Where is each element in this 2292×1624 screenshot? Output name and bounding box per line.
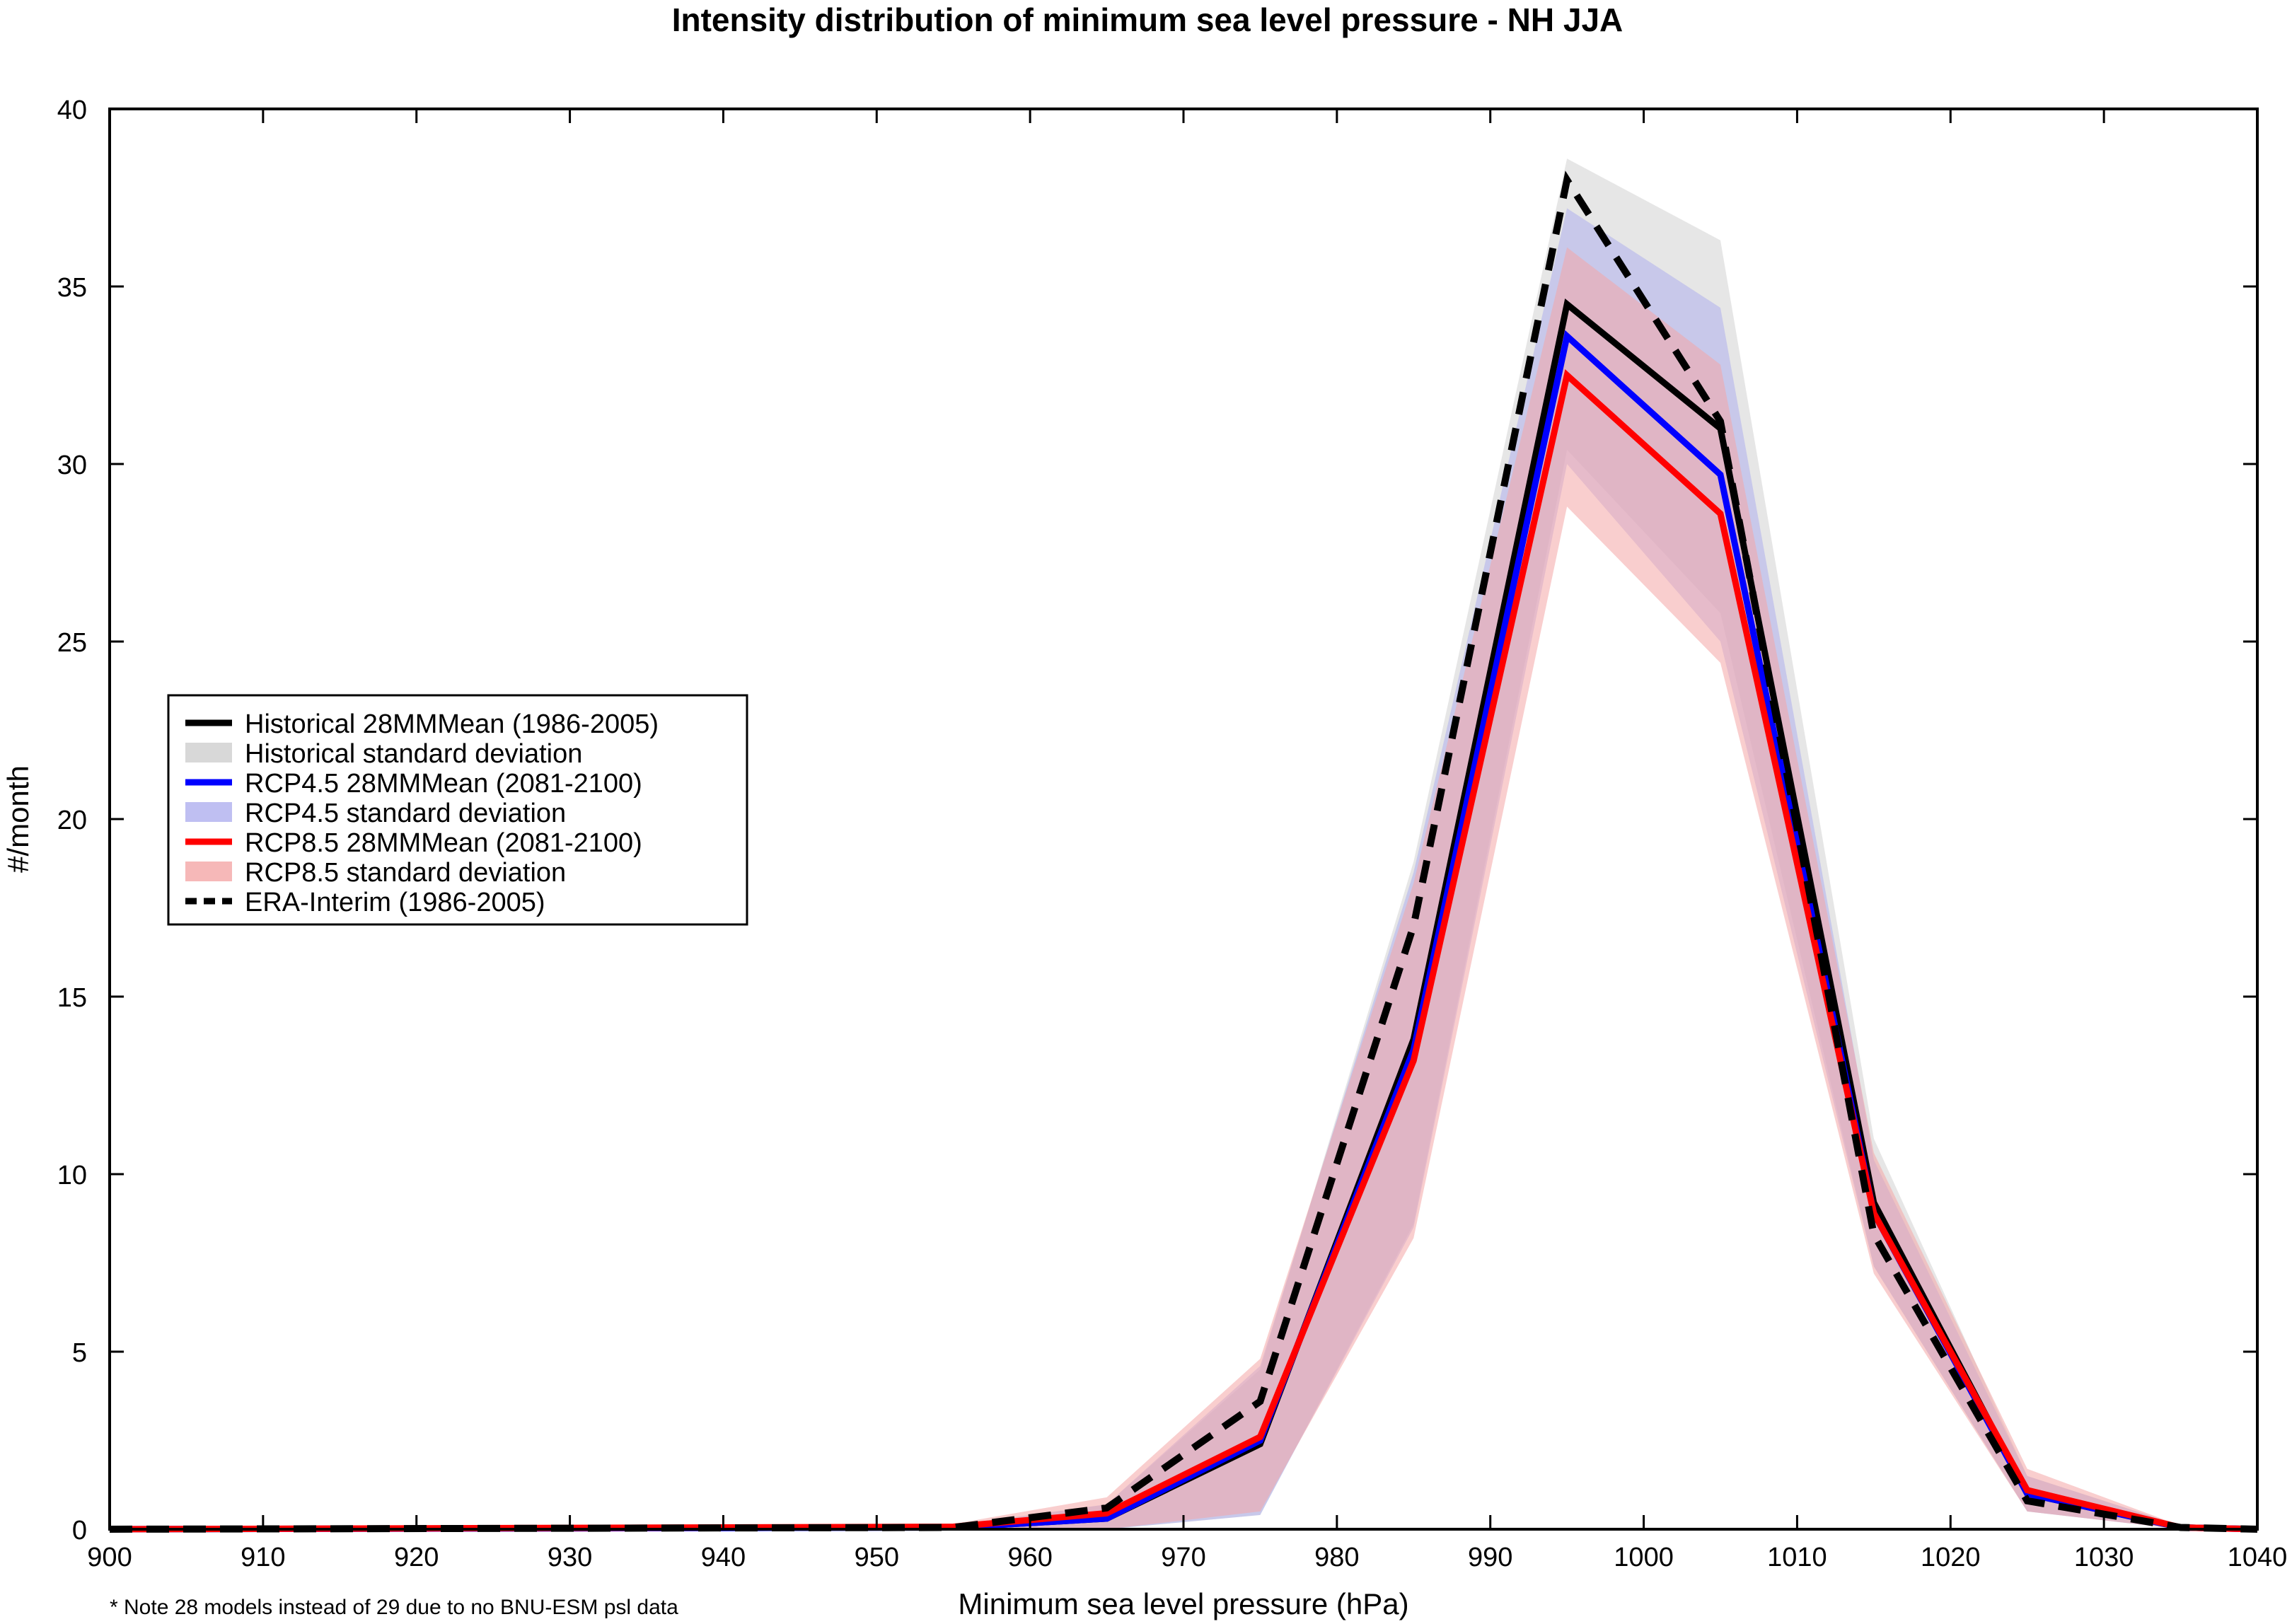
footnote: * Note 28 models instead of 29 due to no…: [110, 1596, 678, 1619]
legend-label: Historical standard deviation: [245, 739, 582, 769]
x-axis-label: Minimum sea level pressure (hPa): [958, 1587, 1408, 1620]
x-tick-label: 1030: [2074, 1543, 2134, 1572]
x-tick-label: 930: [548, 1543, 592, 1572]
x-tick-label: 1010: [1767, 1543, 1827, 1572]
legend-swatch: [185, 802, 232, 822]
x-tick-label: 990: [1468, 1543, 1512, 1572]
x-tick-label: 910: [241, 1543, 285, 1572]
legend-box: [167, 694, 748, 926]
x-tick-label: 940: [701, 1543, 746, 1572]
x-tick-label: 1000: [1614, 1543, 1674, 1572]
x-tick-label: 970: [1161, 1543, 1205, 1572]
legend-label: RCP8.5 standard deviation: [245, 858, 566, 888]
chart-title: Intensity distribution of minimum sea le…: [672, 1, 1624, 38]
legend-swatch: [185, 862, 232, 881]
y-axis-ticks: 0 5 10 15 20 25 30 35 40: [57, 95, 2257, 1545]
x-tick-label: 1040: [2228, 1543, 2288, 1572]
legend-label: RCP4.5 28MMMean (2081-2100): [245, 769, 642, 799]
x-tick-label: 960: [1007, 1543, 1052, 1572]
band-rcp8-5-standard-deviation: [110, 247, 2257, 1529]
line-rcp8-5-28mmmean-2081-2100: [109, 369, 2258, 1533]
x-tick-label: 980: [1314, 1543, 1359, 1572]
x-axis-ticks: 900 910 920 930 940 950 960 970 980 990 1000 1010 10…: [87, 109, 2287, 1572]
x-tick-label: 950: [855, 1543, 899, 1572]
y-tick-label: 5: [72, 1338, 87, 1368]
y-tick-label: 25: [57, 628, 87, 658]
y-tick-label: 10: [57, 1161, 87, 1190]
legend-label: RCP4.5 standard deviation: [245, 799, 566, 828]
y-tick-label: 15: [57, 983, 87, 1013]
series-lines: [109, 170, 2258, 1533]
y-tick-label: 30: [57, 451, 87, 480]
std-deviation-bands: [110, 158, 2257, 1529]
x-tick-label: 1020: [1921, 1543, 1981, 1572]
legend-label: RCP8.5 28MMMean (2081-2100): [245, 828, 642, 858]
legend-label: Historical 28MMMean (1986-2005): [245, 709, 659, 739]
y-tick-label: 20: [57, 806, 87, 835]
x-tick-label: 900: [87, 1543, 132, 1572]
legend-label: ERA-Interim (1986-2005): [245, 888, 545, 917]
y-tick-label: 0: [72, 1516, 87, 1545]
legend: Historical 28MMMean (1986-2005)Historica…: [167, 694, 748, 926]
y-axis-label: #/month: [1, 765, 35, 873]
y-tick-label: 40: [57, 95, 87, 125]
y-tick-label: 35: [57, 273, 87, 303]
line-era-interim-1986-2005: [109, 170, 2258, 1533]
x-tick-label: 920: [394, 1543, 439, 1572]
legend-swatch: [185, 743, 232, 762]
